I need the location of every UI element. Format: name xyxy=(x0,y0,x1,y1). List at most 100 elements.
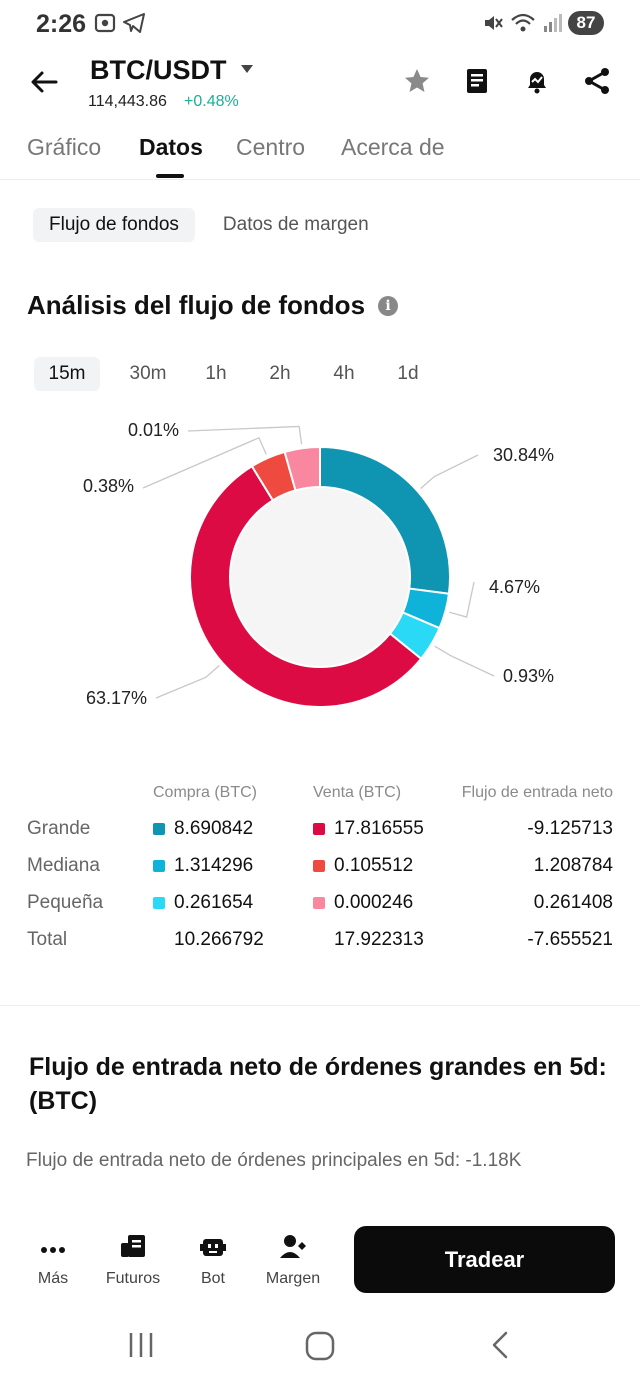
interval-30m[interactable]: 30m xyxy=(129,363,167,384)
bottom-action-bar: Más Futuros Bot Margen Tradear xyxy=(0,1220,640,1310)
donut-slice xyxy=(283,445,321,492)
status-system-icons: 87 xyxy=(482,11,604,35)
leader-line xyxy=(449,581,475,618)
header-flujo-neto: Flujo de entrada neto xyxy=(461,784,613,801)
futures-icon xyxy=(121,1235,145,1257)
slice-label: 0.01% xyxy=(128,420,179,440)
section-title: Análisis del flujo de fondos xyxy=(27,290,366,320)
slice-label: 0.93% xyxy=(503,666,554,686)
share-icon[interactable] xyxy=(582,66,612,96)
net-value: 1.208784 xyxy=(533,855,613,876)
row-label: Grande xyxy=(27,818,91,839)
screenshot-icon xyxy=(94,13,116,33)
subtab-flujo-de-fondos[interactable]: Flujo de fondos xyxy=(33,208,195,242)
back-nav-icon[interactable] xyxy=(486,1330,514,1360)
pair-price: 114,443.86 xyxy=(88,93,167,110)
star-icon[interactable] xyxy=(402,66,432,96)
main-tabs: Gráfico Datos Centro Acerca de xyxy=(0,126,640,180)
recent-apps-icon[interactable] xyxy=(126,1330,156,1360)
home-icon[interactable] xyxy=(304,1330,336,1362)
leader-line xyxy=(142,436,267,489)
margin-button[interactable]: Margen xyxy=(253,1232,333,1288)
slice-label: 4.67% xyxy=(489,577,540,597)
status-time: 2:26 xyxy=(36,10,87,38)
row-label: Total xyxy=(27,929,68,950)
price-alert-icon[interactable] xyxy=(522,66,552,96)
more-label: Más xyxy=(37,1270,69,1287)
sell-swatch xyxy=(313,823,325,835)
chevron-down-icon[interactable] xyxy=(240,64,254,74)
header-compra: Compra (BTC) xyxy=(153,784,258,801)
slice-label: 30.84% xyxy=(493,445,554,465)
sell-swatch xyxy=(313,897,325,909)
table-row: Mediana 1.314296 0.105512 1.208784 xyxy=(0,855,640,885)
mute-icon xyxy=(485,16,503,30)
trade-button[interactable]: Tradear xyxy=(354,1226,615,1293)
donut-hole xyxy=(231,488,409,666)
leader-line xyxy=(420,454,479,490)
buy-value: 1.314296 xyxy=(174,855,254,876)
buy-swatch xyxy=(153,897,165,909)
more-icon xyxy=(41,1247,65,1253)
interval-15m[interactable]: 15m xyxy=(34,357,100,391)
net-value: 0.261408 xyxy=(533,892,613,913)
interval-2h[interactable]: 2h xyxy=(269,363,291,384)
subtab-datos-de-margen[interactable]: Datos de margen xyxy=(222,214,369,235)
leader-line xyxy=(187,425,303,445)
margin-label: Margen xyxy=(265,1270,321,1287)
tab-datos[interactable]: Datos xyxy=(139,134,203,160)
slice-label: 0.38% xyxy=(83,476,134,496)
battery-indicator: 87 xyxy=(568,11,604,35)
bot-icon xyxy=(200,1239,226,1256)
info-icon[interactable]: i xyxy=(378,296,398,316)
net-value: -9.125713 xyxy=(527,818,613,839)
pair-header: BTC/USDT 114,443.86 +0.48% xyxy=(0,52,640,118)
notes-icon[interactable] xyxy=(462,66,492,96)
interval-selector: 15m 30m 1h 2h 4h 1d xyxy=(34,357,428,391)
donut-slice xyxy=(189,464,423,708)
buy-total: 10.266792 xyxy=(174,929,264,950)
sell-value: 0.105512 xyxy=(334,855,414,876)
wifi-icon xyxy=(511,13,535,32)
header-venta: Venta (BTC) xyxy=(313,784,402,801)
bot-button[interactable]: Bot xyxy=(173,1232,253,1288)
futures-button[interactable]: Futuros xyxy=(93,1232,173,1288)
buy-value: 8.690842 xyxy=(174,818,254,839)
sell-value: 17.816555 xyxy=(334,818,424,839)
sell-value: 0.000246 xyxy=(334,892,414,913)
tab-grafico[interactable]: Gráfico xyxy=(27,134,102,160)
table-row-total: Total 10.266792 17.922313 -7.655521 xyxy=(0,929,640,959)
pair-title[interactable]: BTC/USDT xyxy=(90,55,227,85)
active-tab-indicator xyxy=(156,174,184,178)
row-label: Mediana xyxy=(27,855,100,876)
interval-4h[interactable]: 4h xyxy=(333,363,355,384)
sell-total: 17.922313 xyxy=(334,929,424,950)
fund-flow-donut-chart: 30.84% 4.67% 0.93% 63.17% 0.38% 0.01% xyxy=(83,420,554,708)
bot-label: Bot xyxy=(200,1270,225,1287)
sell-swatch xyxy=(313,860,325,872)
back-arrow-icon[interactable] xyxy=(28,66,60,98)
signal-icon xyxy=(544,14,562,32)
buy-swatch xyxy=(153,860,165,872)
interval-1d[interactable]: 1d xyxy=(397,363,419,384)
tab-centro[interactable]: Centro xyxy=(236,134,306,160)
big-orders-title: Flujo de entrada neto de órdenes grandes… xyxy=(29,1053,607,1115)
row-label: Pequeña xyxy=(27,892,104,913)
table-row: Pequeña 0.261654 0.000246 0.261408 xyxy=(0,892,640,922)
status-bar: 2:26 87 xyxy=(0,0,640,52)
futures-label: Futuros xyxy=(105,1270,161,1287)
telegram-icon xyxy=(123,13,145,33)
section-divider xyxy=(0,1005,640,1006)
big-orders-subtitle: Flujo de entrada neto de órdenes princip… xyxy=(26,1150,522,1171)
tab-acerca-de[interactable]: Acerca de xyxy=(341,134,445,160)
pair-change: +0.48% xyxy=(184,93,239,110)
table-row: Grande 8.690842 17.816555 -9.125713 xyxy=(0,818,640,848)
slice-label: 63.17% xyxy=(86,688,147,708)
more-button[interactable]: Más xyxy=(13,1232,93,1288)
data-subtabs: Flujo de fondos Datos de margen xyxy=(33,208,397,242)
interval-1h[interactable]: 1h xyxy=(205,363,227,384)
net-total: -7.655521 xyxy=(527,929,613,950)
leader-line xyxy=(434,645,495,677)
status-notification-icons xyxy=(94,12,146,34)
buy-value: 0.261654 xyxy=(174,892,254,913)
